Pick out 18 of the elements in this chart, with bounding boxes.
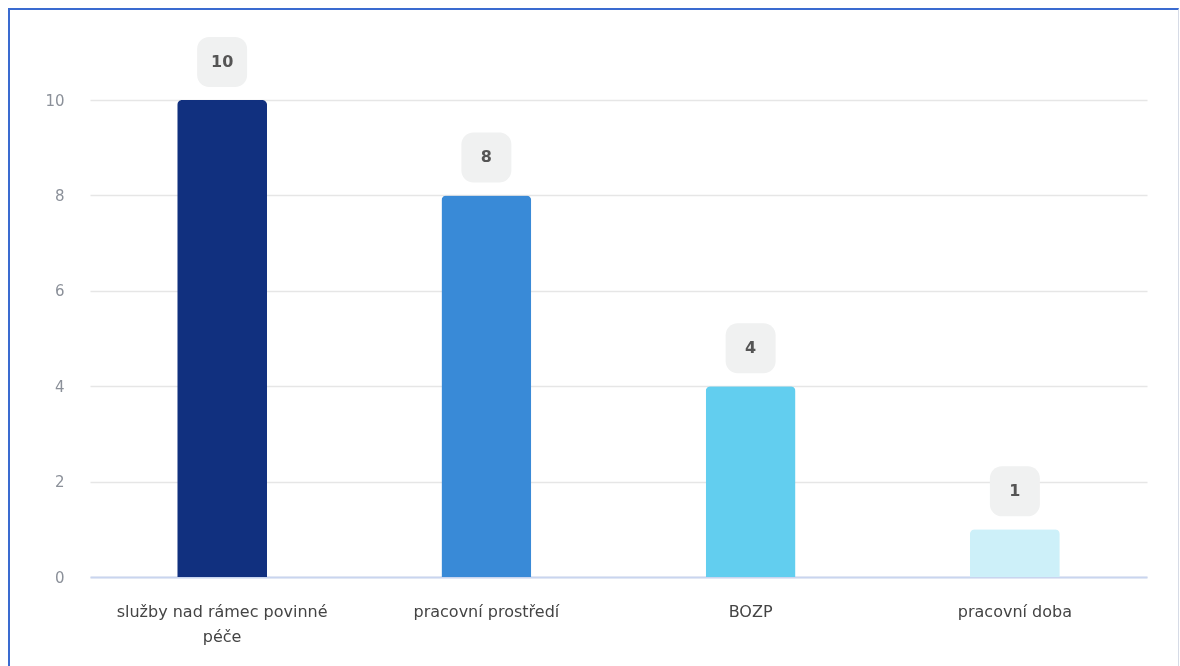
bar [441,195,532,577]
bar [705,386,796,577]
data-label: 8 [480,147,492,167]
x-tick-label: BOZP [728,601,773,621]
data-label: 10 [210,52,234,71]
x-tick-label: pracovní doba [957,601,1072,621]
data-label: 4 [745,338,757,358]
y-tick-label: 2 [54,473,65,492]
y-tick-label: 6 [54,282,65,301]
data-label: 1 [1009,481,1021,501]
y-tick-label: 4 [54,377,65,396]
y-tick-label: 0 [54,568,65,587]
bar [177,100,268,577]
bar [969,529,1060,577]
y-tick-label: 10 [45,91,65,110]
y-tick-label: 8 [54,186,65,205]
x-tick-label: služby nad rámec povinné péče [116,601,328,646]
x-tick-label: pracovní prostředí [413,601,560,621]
